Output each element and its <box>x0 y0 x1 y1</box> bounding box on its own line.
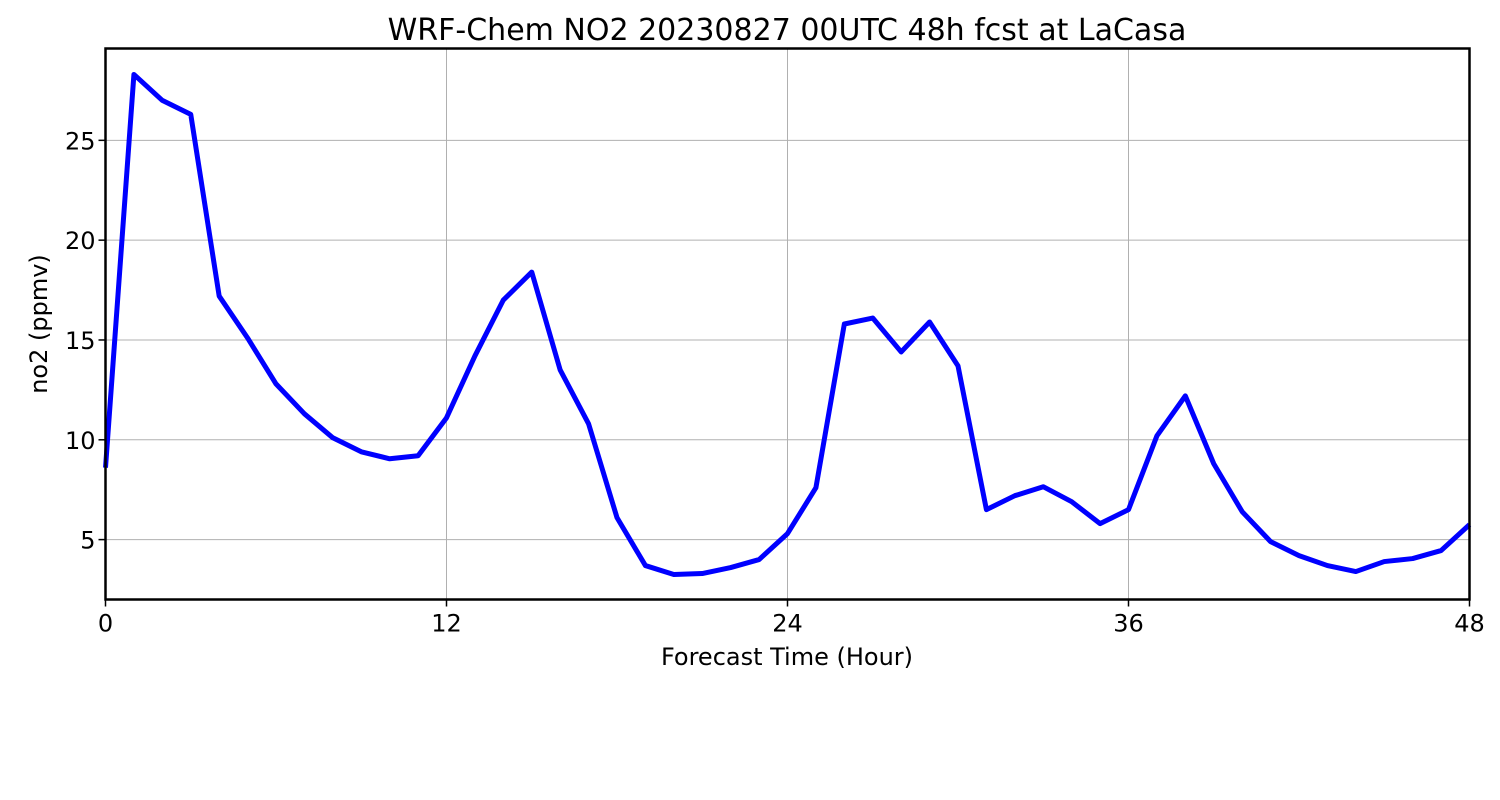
y-axis-label: no2 (ppmv) <box>25 254 53 394</box>
y-tick-label: 15 <box>65 327 96 355</box>
y-tick-label: 10 <box>65 427 96 455</box>
y-tick-label: 20 <box>65 227 96 255</box>
x-axis-label: Forecast Time (Hour) <box>661 643 913 671</box>
grid <box>105 48 1470 600</box>
x-tick-label: 24 <box>772 610 803 638</box>
x-tick-label: 0 <box>98 610 113 638</box>
no2-series-line <box>103 71 1472 578</box>
y-axis: 5 10 15 20 25 <box>65 127 106 555</box>
y-tick-label: 25 <box>65 127 96 155</box>
chart-title: WRF-Chem NO2 20230827 00UTC 48h fcst at … <box>388 13 1187 48</box>
x-tick-label: 36 <box>1113 610 1144 638</box>
x-axis: 0 12 24 36 48 <box>98 599 1485 638</box>
x-tick-label: 48 <box>1454 610 1485 638</box>
x-tick-label: 12 <box>431 610 462 638</box>
series-layer <box>103 71 1472 578</box>
y-tick-label: 5 <box>80 527 95 555</box>
